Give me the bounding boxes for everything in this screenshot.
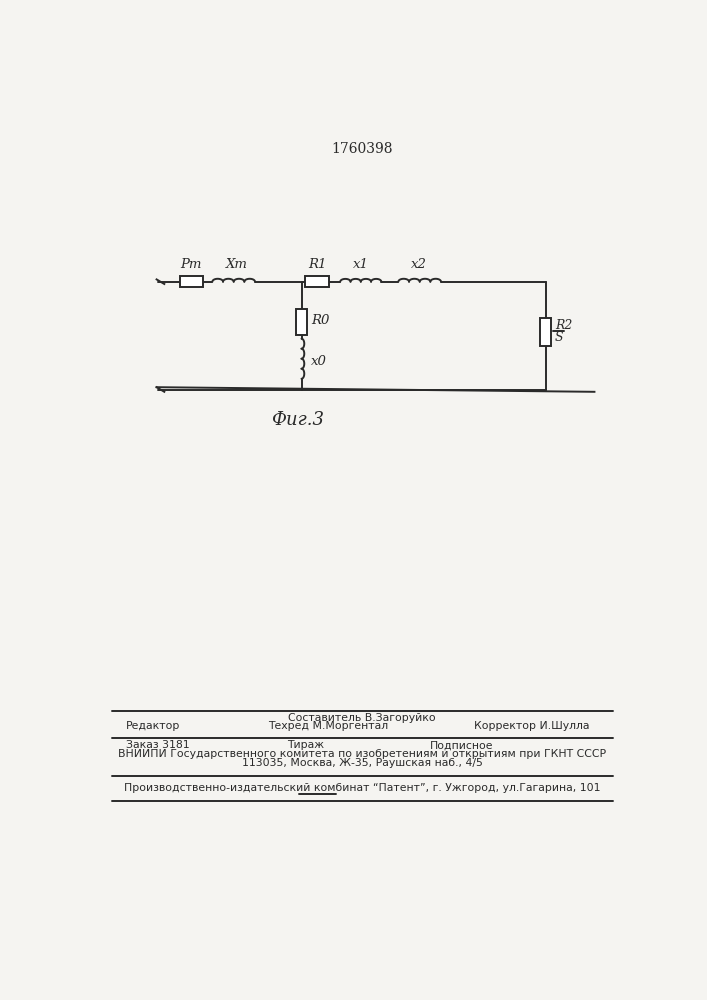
- Text: Тираж: Тираж: [287, 740, 324, 750]
- Text: R0: R0: [311, 314, 329, 327]
- Text: R1: R1: [308, 258, 326, 271]
- Bar: [180, 276, 203, 287]
- Text: Заказ 3181: Заказ 3181: [126, 740, 189, 750]
- Bar: [540, 318, 551, 346]
- Text: 1760398: 1760398: [331, 142, 392, 156]
- Text: Редактор: Редактор: [126, 721, 180, 731]
- Bar: [296, 309, 308, 335]
- Text: х1: х1: [353, 258, 368, 271]
- Text: ВНИИПИ Государственного комитета по изобретениям и открытиям при ГКНТ СССР: ВНИИПИ Государственного комитета по изоб…: [118, 749, 606, 759]
- Text: х2: х2: [411, 258, 427, 271]
- Text: R2: R2: [555, 319, 572, 332]
- Bar: [305, 276, 329, 287]
- Text: Составитель В.Загоруйко: Составитель В.Загоруйко: [288, 713, 436, 723]
- Text: х0: х0: [311, 355, 327, 368]
- Text: Хт: Хт: [226, 258, 248, 271]
- Text: S: S: [555, 331, 563, 344]
- Text: Корректор И.Шулла: Корректор И.Шулла: [474, 721, 590, 731]
- Text: Рт: Рт: [181, 258, 202, 271]
- Text: 113035, Москва, Ж-35, Раушская наб., 4/5: 113035, Москва, Ж-35, Раушская наб., 4/5: [242, 758, 482, 768]
- Text: Подписное: Подписное: [429, 740, 493, 750]
- Text: Техред М.Моргентал: Техред М.Моргентал: [269, 721, 389, 731]
- Text: Фиг.3: Фиг.3: [271, 411, 324, 429]
- Text: Производственно-издательский комбинат “Патент”, г. Ужгород, ул.Гагарина, 101: Производственно-издательский комбинат “П…: [124, 783, 600, 793]
